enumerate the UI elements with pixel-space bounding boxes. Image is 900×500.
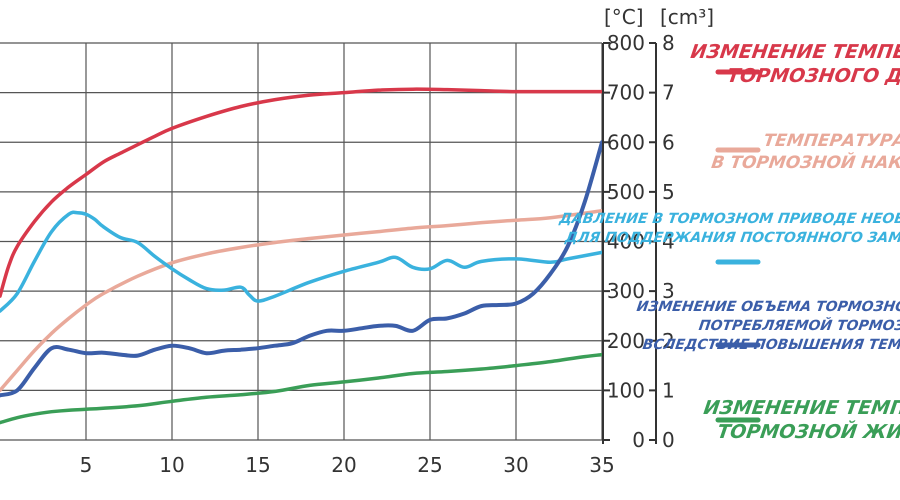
grid — [0, 42, 603, 441]
legend-label-line: ИЗМЕНЕНИЕ ТЕМПЕ — [688, 41, 900, 63]
right-tick-label-3: 3 — [662, 279, 675, 303]
right-tick-label-2: 2 — [662, 329, 675, 353]
legend-label-line: ТОРМОЗНОГО Д — [725, 65, 900, 87]
legend-label-line: ТЕМПЕРАТУРА — [762, 131, 900, 151]
series-line-5 — [0, 352, 604, 425]
series-line-3 — [0, 210, 604, 313]
x-tick-label-15: 15 — [245, 453, 270, 477]
left-tick-label-200: 200 — [607, 329, 645, 353]
left-tick-label-100: 100 — [607, 378, 645, 402]
legend-entry-3: ДАВЛЕНИЕ В ТОРМОЗНОМ ПРИВОДЕ НЕОБ ДЛЯ ПОД… — [556, 210, 900, 248]
legend-label-line: ПОТРЕБЛЯЕМОЙ ТОРМОЗ — [697, 318, 900, 334]
legend-label-line: ИЗМЕНЕНИЕ ТЕМП — [701, 397, 900, 419]
x-tick-label-20: 20 — [331, 453, 356, 477]
x-tick-label-25: 25 — [417, 453, 442, 477]
legend-label-line: В ТОРМОЗНОЙ НАК — [710, 153, 900, 173]
series-lines — [0, 87, 604, 425]
right-axis-unit: [cm³] — [660, 5, 714, 29]
legend-label-line: ВСЛЕДСТВИЕ ПОВЫШЕНИЯ ТЕМ — [641, 337, 900, 353]
x-tick-label-30: 30 — [503, 453, 528, 477]
left-tick-label-500: 500 — [607, 180, 645, 204]
left-tick-label-800: 800 — [607, 31, 645, 55]
right-tick-label-4: 4 — [662, 230, 675, 254]
right-tick-label-6: 6 — [662, 130, 675, 154]
legend-entry-5: ИЗМЕНЕНИЕ ТЕМП ТОРМОЗНОЙ ЖИ — [698, 396, 900, 444]
series-line-4 — [0, 140, 604, 398]
right-tick-label-5: 5 — [662, 180, 675, 204]
legend-swatches — [715, 69, 761, 423]
left-axis-unit: [°C] — [604, 5, 644, 29]
legend-entry-4: ИЗМЕНЕНИЕ ОБЪЕМА ТОРМОЗНО ПОТРЕБЛЯЕМОЙ ТО… — [630, 298, 900, 355]
legend-label-line: ДАВЛЕНИЕ В ТОРМОЗНОМ ПРИВОДЕ НЕОБ — [558, 211, 900, 227]
left-tick-label-600: 600 — [607, 130, 645, 154]
legend-entry-1: ИЗМЕНЕНИЕ ТЕМПЕ ТОРМОЗНОГО Д — [685, 40, 900, 88]
right-tick-label-8: 8 — [662, 31, 675, 55]
right-tick-label-0: 0 — [662, 428, 675, 452]
axes: 0 100 200 300 400 500 600 700 800 0 1 2 3 4 5 6 7 8 5 10 15 2… — [80, 31, 675, 477]
legend-entry-2: ТЕМПЕРАТУРА В ТОРМОЗНОЙ НАК — [710, 130, 900, 174]
left-tick-label-400: 400 — [607, 230, 645, 254]
x-tick-label-5: 5 — [80, 453, 93, 477]
right-tick-label-1: 1 — [662, 378, 675, 402]
series-line-1 — [0, 87, 604, 298]
left-tick-label-300: 300 — [607, 279, 645, 303]
legend-label-line: ТОРМОЗНОЙ ЖИ — [715, 421, 900, 443]
right-tick-label-7: 7 — [662, 81, 675, 105]
legend-label-line: ИЗМЕНЕНИЕ ОБЪЕМА ТОРМОЗНО — [635, 299, 900, 315]
x-tick-label-10: 10 — [159, 453, 184, 477]
x-tick-label-35: 35 — [589, 453, 614, 477]
legend-label-line: ДЛЯ ПОДДЕРЖАНИЯ ПОСТОЯННОГО ЗАМ — [564, 230, 900, 246]
series-line-2 — [0, 208, 604, 393]
left-tick-label-0: 0 — [632, 428, 645, 452]
left-tick-label-700: 700 — [607, 81, 645, 105]
